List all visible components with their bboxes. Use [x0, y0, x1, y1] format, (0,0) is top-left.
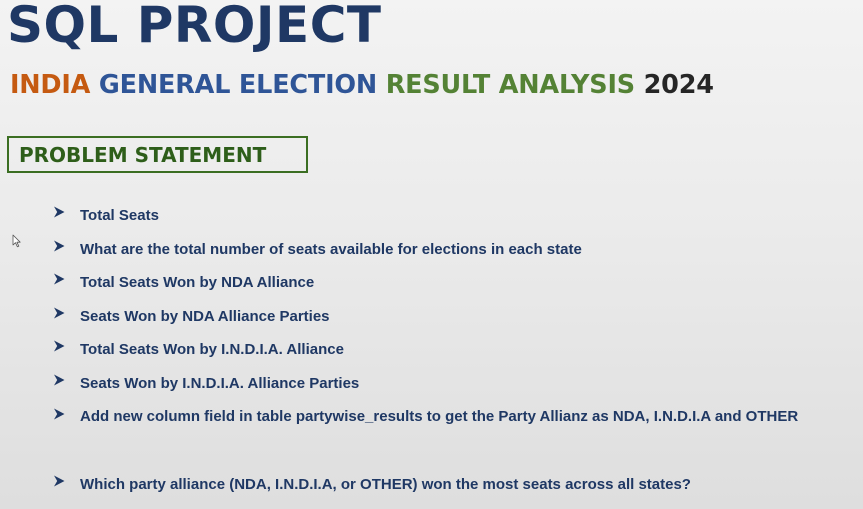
arrowhead-bullet-icon	[54, 475, 65, 487]
list-item: Total Seats Won by NDA Alliance	[52, 266, 852, 300]
arrowhead-bullet-icon	[54, 340, 65, 352]
list-item: What are the total number of seats avail…	[52, 233, 852, 267]
subtitle-general-election: GENERAL ELECTION	[98, 70, 378, 100]
mouse-cursor-icon	[12, 234, 21, 248]
arrowhead-bullet-icon	[54, 307, 65, 319]
problem-statement-box: PROBLEM STATEMENT	[7, 136, 308, 173]
list-item: Seats Won by NDA Alliance Parties	[52, 300, 852, 334]
subtitle-year: 2024	[643, 70, 714, 100]
list-item-text: Seats Won by I.N.D.I.A. Alliance Parties	[80, 374, 360, 392]
list-item-text: Seats Won by NDA Alliance Parties	[80, 307, 330, 325]
page-subtitle: INDIA GENERAL ELECTION RESULT ANALYSIS 2…	[10, 70, 714, 100]
list-item: Add new column field in table partywise_…	[52, 401, 852, 468]
problem-statement-list: Total Seats What are the total number of…	[52, 199, 852, 501]
arrowhead-bullet-icon	[54, 374, 65, 386]
list-item: Which party alliance (NDA, I.N.D.I.A, or…	[52, 468, 852, 502]
problem-statement-heading: PROBLEM STATEMENT	[19, 142, 267, 167]
arrowhead-bullet-icon	[54, 240, 65, 252]
list-item-text: Total Seats	[80, 207, 159, 224]
list-item-text: Which party alliance (NDA, I.N.D.I.A, or…	[80, 475, 691, 493]
subtitle-result-analysis: RESULT ANALYSIS	[385, 70, 635, 100]
list-item-text: What are the total number of seats avail…	[80, 240, 582, 258]
subtitle-india: INDIA	[10, 70, 91, 100]
list-item-text: Total Seats Won by I.N.D.I.A. Alliance	[80, 341, 344, 359]
list-item: Seats Won by I.N.D.I.A. Alliance Parties	[52, 367, 852, 401]
arrowhead-bullet-icon	[54, 273, 65, 285]
arrowhead-bullet-icon	[54, 408, 65, 420]
list-item-text: Add new column field in table partywise_…	[80, 407, 799, 425]
list-item: Total Seats	[52, 199, 852, 233]
arrowhead-bullet-icon	[54, 206, 65, 218]
page-title: SQL PROJECT	[7, 0, 382, 54]
list-item-text: Total Seats Won by NDA Alliance	[80, 274, 315, 292]
list-item: Total Seats Won by I.N.D.I.A. Alliance	[52, 333, 852, 367]
